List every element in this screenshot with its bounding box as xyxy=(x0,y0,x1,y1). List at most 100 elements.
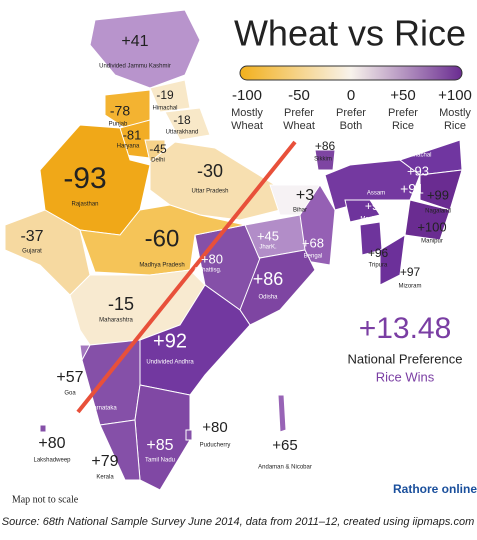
region-name: Madhya Pradesh xyxy=(139,263,184,269)
region-value: +3 xyxy=(296,187,314,204)
region-value: +41 xyxy=(121,33,148,50)
legend-tick: +100 xyxy=(438,87,472,104)
region-value: +68 xyxy=(302,235,324,250)
region-value: +57 xyxy=(56,369,83,386)
region-value: +93 xyxy=(407,163,429,178)
region-value: -37 xyxy=(20,228,43,245)
region-value: +79 xyxy=(91,453,118,470)
legend-caption: Mostly xyxy=(231,107,263,119)
region-value: +95 xyxy=(365,199,386,213)
region-value: -78 xyxy=(110,103,130,119)
national-label: National Preference xyxy=(348,351,463,366)
region-name: Manipur xyxy=(421,239,443,245)
region-name: Maharashtra xyxy=(99,318,133,324)
region xyxy=(324,159,421,211)
region-name: Meghalaya xyxy=(360,217,390,223)
region-name: Sikkim xyxy=(314,157,332,163)
legend-caption: Wheat xyxy=(283,120,315,132)
legend-caption: Mostly xyxy=(439,107,471,119)
region-name: Bengal xyxy=(304,254,323,260)
source: Source: 68th National Sample Survey June… xyxy=(2,516,474,528)
region-name: Uttar Pradesh xyxy=(191,189,228,195)
region-value: +100 xyxy=(417,219,446,234)
region-value: +80 xyxy=(201,251,223,266)
region-name: Arunachal xyxy=(404,153,431,159)
region-value: +91 xyxy=(400,181,424,197)
region xyxy=(164,107,211,141)
region-value: +99 xyxy=(427,187,449,202)
region-value: +96 xyxy=(368,246,389,260)
legend-tick: -50 xyxy=(288,87,310,104)
region xyxy=(89,9,201,89)
region xyxy=(314,149,336,171)
region-name: Andaman & Nicobar xyxy=(258,465,312,471)
region-name: Chhattisg. xyxy=(194,268,221,274)
region-name: Tripura xyxy=(369,263,388,269)
region xyxy=(99,419,141,481)
region-name: Rajasthan xyxy=(71,202,98,208)
region-value: +85 xyxy=(146,437,173,454)
national-value: +13.48 xyxy=(359,312,452,345)
national-verdict: Rice Wins xyxy=(376,369,435,384)
region-name: Odisha xyxy=(258,295,278,301)
region xyxy=(149,79,191,113)
divider-line xyxy=(76,140,297,414)
region-name: Kerala xyxy=(96,475,114,481)
region-name: Tamil Nadu xyxy=(145,458,175,464)
region-name: Goa xyxy=(64,391,76,397)
legend-bar xyxy=(239,65,463,81)
legend-tick: -100 xyxy=(232,87,262,104)
region-name: Nagaland xyxy=(425,209,451,215)
logo: Rathore online xyxy=(393,482,477,496)
region-name: JharK. xyxy=(259,245,277,251)
region-value: -19 xyxy=(156,88,174,102)
region-name: Himachal xyxy=(152,106,177,112)
region-value: +92 xyxy=(153,330,187,352)
legend-caption: Wheat xyxy=(231,120,263,132)
region-name: Karnataka xyxy=(89,406,117,412)
region-value: +80 xyxy=(202,419,227,436)
region-name: Undivided Jammu Kashmir xyxy=(99,64,171,70)
region-name: Lakshadweep xyxy=(33,458,71,464)
region-name: Puducherry xyxy=(200,443,231,449)
region-value: +80 xyxy=(38,435,65,452)
region-value: +97 xyxy=(400,265,421,279)
region xyxy=(81,339,141,426)
region xyxy=(344,199,381,223)
region-value: +86 xyxy=(253,269,284,289)
note: Map not to scale xyxy=(12,494,79,505)
region xyxy=(39,424,47,433)
region-value: -45 xyxy=(149,142,167,156)
region-value: -18 xyxy=(173,113,191,127)
region-name: Undivided Andhra xyxy=(146,360,194,366)
region xyxy=(79,204,246,276)
region xyxy=(185,429,193,441)
legend-caption: Prefer xyxy=(388,107,418,119)
title: Wheat vs Rice xyxy=(234,13,466,54)
region-name: Bihar xyxy=(293,208,307,214)
legend-tick: +50 xyxy=(390,87,415,104)
region-value: -93 xyxy=(63,162,106,195)
legend-tick: 0 xyxy=(347,87,355,104)
legend-caption: Both xyxy=(340,120,363,132)
region-value: +65 xyxy=(272,437,297,454)
legend-caption: Prefer xyxy=(284,107,314,119)
region-value: +45 xyxy=(257,228,279,243)
region-name: Assam xyxy=(367,191,385,197)
region-name: Gujarat xyxy=(22,249,42,255)
region xyxy=(277,394,287,433)
region-name: Mizoram xyxy=(398,284,421,290)
region-value: -15 xyxy=(108,294,134,314)
region-name: Haryana xyxy=(117,144,140,150)
region-value: +86 xyxy=(315,139,336,153)
region xyxy=(404,199,451,241)
region-name: Delhi xyxy=(151,158,165,164)
region-value: -81 xyxy=(123,127,142,142)
region-name: Punjab xyxy=(109,122,128,128)
legend-caption: Rice xyxy=(444,120,466,132)
region-name: Uttarakhand xyxy=(166,130,199,136)
region xyxy=(379,234,406,286)
legend-caption: Prefer xyxy=(336,107,366,119)
region-value: -30 xyxy=(197,161,223,181)
